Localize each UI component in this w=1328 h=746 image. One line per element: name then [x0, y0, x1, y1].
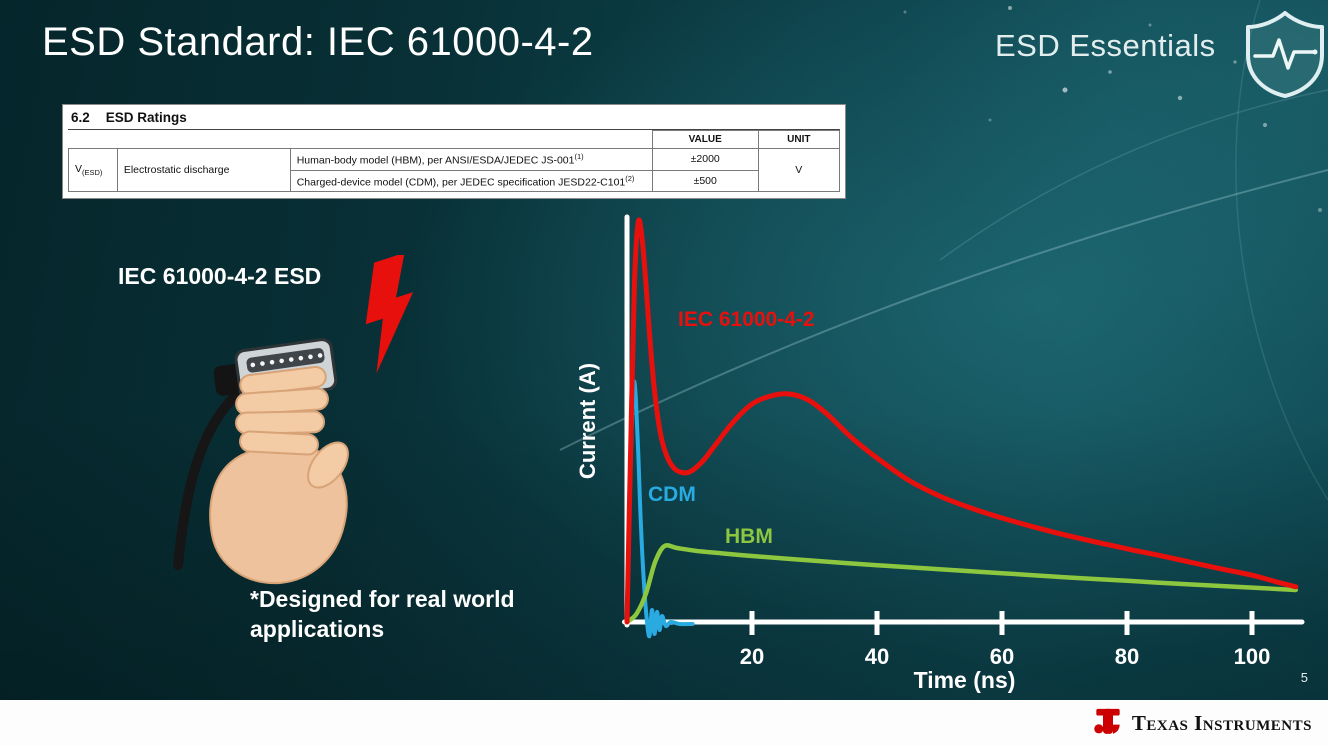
table-section-number: 6.2 — [71, 110, 90, 125]
footer-bar: Texas Instruments — [0, 700, 1328, 746]
series-label-hbm: HBM — [725, 525, 773, 548]
ti-logo-text: Texas Instruments — [1131, 710, 1312, 735]
value-cell-hbm: ±2000 — [651, 148, 759, 171]
illustration-caption: IEC 61000-4-2 ESD — [118, 263, 322, 289]
page-title: ESD Standard: IEC 61000-4-2 — [42, 20, 594, 64]
series-curve-hbm — [624, 542, 1299, 625]
x-axis-label: Time (ns) — [913, 667, 1016, 693]
waveform-chart: 20 40 60 80 100 Current (A) Time (ns) IEC 61… — [570, 205, 1328, 725]
ti-logo-icon — [1094, 708, 1120, 734]
symbol-sub: (ESD) — [82, 168, 103, 178]
footnote-ref: (1) — [574, 152, 584, 161]
chart-plot: 20 40 60 80 100 — [622, 214, 1305, 669]
series-brand-title: ESD Essentials — [995, 28, 1216, 63]
table-caption: 6.2 ESD Ratings — [68, 108, 840, 130]
table-row: V(ESD) Electrostatic discharge Human-bod… — [68, 148, 841, 192]
model-text: Human-body model (HBM), per ANSI/ESDA/JE… — [296, 154, 575, 167]
series-curve-iec-61000-4-2 — [624, 217, 1299, 625]
svg-text:20: 20 — [740, 644, 764, 669]
esd-shield-icon — [1246, 11, 1324, 98]
value-cell-cdm: ±500 — [651, 169, 759, 192]
cable-graphic — [173, 388, 243, 570]
symbol-base: V — [75, 162, 83, 175]
ti-logo: Texas Instruments — [1093, 706, 1312, 740]
empty-header-cell — [68, 130, 653, 149]
symbol-cell: V(ESD) — [68, 148, 118, 192]
model-cell-hbm: Human-body model (HBM), per ANSI/ESDA/JE… — [289, 148, 653, 171]
svg-text:40: 40 — [865, 644, 889, 669]
designed-note: *Designed for real world applications — [250, 586, 515, 642]
table-section-title: ESD Ratings — [105, 110, 187, 125]
svg-text:60: 60 — [990, 644, 1014, 669]
hand-fingers — [235, 365, 349, 489]
series-label-cdm: CDM — [648, 483, 696, 506]
model-cell-cdm: Charged-device model (CDM), per JEDEC sp… — [289, 169, 653, 192]
model-text: Charged-device model (CDM), per JEDEC sp… — [296, 176, 626, 188]
svg-text:80: 80 — [1115, 644, 1139, 669]
lightning-bolt-icon — [365, 255, 414, 374]
unit-cell: V — [757, 148, 841, 192]
footnote-ref: (2) — [625, 173, 635, 183]
col-header-value: VALUE — [651, 130, 759, 149]
col-header-unit: UNIT — [757, 130, 841, 149]
page-number: 5 — [1300, 670, 1308, 685]
esd-hand-illustration: IEC 61000-4-2 ESD — [90, 255, 520, 675]
svg-text:100: 100 — [1234, 644, 1271, 669]
y-axis-label: Current (A) — [575, 362, 600, 480]
table-row: Charged-device model (CDM), per JEDEC sp… — [69, 169, 840, 192]
parameter-cell: Electrostatic discharge — [116, 148, 291, 192]
hand-connector-graphic — [173, 255, 414, 585]
series-label-iec: IEC 61000-4-2 — [678, 308, 815, 331]
datasheet-table: 6.2 ESD Ratings VALUE UNIT V(ESD) Electro… — [62, 104, 846, 199]
